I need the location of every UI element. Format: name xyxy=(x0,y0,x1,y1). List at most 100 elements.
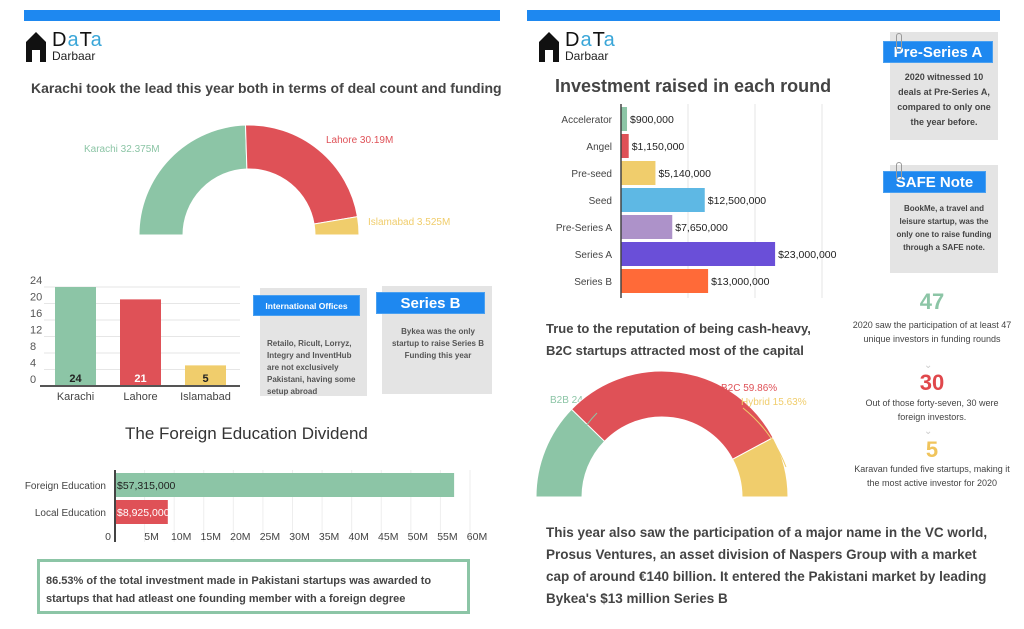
slice-label: Lahore 30.19M xyxy=(326,135,393,146)
stat-text: Karavan funded five startups, making it … xyxy=(854,464,1010,488)
chevron-down-icon: ⌄ xyxy=(924,426,933,437)
house-icon xyxy=(26,32,46,62)
bar-value-label: $12,500,000 xyxy=(708,195,767,207)
x-tick-label: 0 xyxy=(105,531,111,543)
bar-value-label: $23,000,000 xyxy=(778,249,837,261)
x-tick-label: 45M xyxy=(378,531,398,543)
y-tick-label: Seed xyxy=(589,196,612,207)
bar-lahore xyxy=(120,299,161,386)
seriesb-text: Bykea was the only startup to raise Seri… xyxy=(391,327,485,360)
education-title: The Foreign Education Dividend xyxy=(125,424,368,443)
y-tick-label: 12 xyxy=(30,325,42,337)
stat-number: 47 xyxy=(919,289,945,314)
city-title: Karachi took the lead this year both in … xyxy=(31,80,502,96)
x-tick-label: 35M xyxy=(319,531,339,543)
y-tick-label: 8 xyxy=(30,341,36,353)
y-tick-label: 4 xyxy=(30,358,36,370)
bar-series-a xyxy=(621,242,776,266)
x-tick-label: 60M xyxy=(467,531,487,543)
donut-slice-b2c xyxy=(570,370,774,460)
bar-pre-seed xyxy=(621,161,656,185)
seriesb-tag: Series B xyxy=(376,292,485,314)
y-tick-label: Accelerator xyxy=(561,115,612,126)
paperclip-icon xyxy=(896,162,902,180)
offices-text: Retailo, Ricult, Lorryz, Integry and Inv… xyxy=(267,339,356,396)
stat-text: 2020 saw the participation of at least 4… xyxy=(852,320,1012,344)
bar-value-label: $900,000 xyxy=(630,114,674,126)
offices-tag: International Offices xyxy=(253,295,360,316)
bar-local-education xyxy=(115,500,168,524)
y-tick-label: Local Education xyxy=(35,508,106,519)
chevron-down-icon: ⌄ xyxy=(924,360,933,371)
stat-number: 30 xyxy=(919,370,945,395)
bar-seed xyxy=(621,188,705,212)
education-callout: 86.53% of the total investment made in P… xyxy=(37,559,470,614)
slice-label: Karachi 32.375M xyxy=(84,144,160,155)
logo-text-top: DaTa xyxy=(52,29,103,51)
x-tick-label: 15M xyxy=(201,531,221,543)
bar-value-label: $1,150,000 xyxy=(632,141,685,153)
bracket-hybrid xyxy=(742,407,787,468)
bar-value-label: $7,650,000 xyxy=(675,222,728,234)
x-tick-label: 20M xyxy=(230,531,250,543)
logo-text-bottom: Darbaar xyxy=(565,49,609,63)
x-tick-label: 40M xyxy=(348,531,368,543)
b2c-title: True to the reputation of being cash-hea… xyxy=(546,321,811,358)
bar-pre-series-a xyxy=(621,215,673,239)
x-tick-label: 55M xyxy=(437,531,457,543)
logo-text-top: DaTa xyxy=(565,29,616,51)
bar-value-label: $5,140,000 xyxy=(658,168,711,180)
y-tick-label: Series A xyxy=(575,250,613,261)
y-tick-label: Foreign Education xyxy=(25,481,106,492)
bar-value-label: $57,315,000 xyxy=(117,480,176,492)
bar-value-label: $13,000,000 xyxy=(711,276,770,288)
bar-accelerator xyxy=(621,107,628,131)
x-tick-label: Lahore xyxy=(123,391,157,403)
x-tick-label: 10M xyxy=(171,531,191,543)
donut-slice-islamabad xyxy=(313,216,360,236)
bar-value-label: $8,925,000 xyxy=(117,507,170,519)
bracket-b2b xyxy=(569,412,598,464)
x-tick-label: 30M xyxy=(289,531,309,543)
bar-foreign-education xyxy=(115,473,455,497)
rounds-title: Investment raised in each round xyxy=(555,76,832,96)
y-tick-label: Pre-Series A xyxy=(556,223,612,234)
x-tick-label: Karachi xyxy=(57,391,94,403)
logo-text-bottom: Darbaar xyxy=(52,49,96,63)
house-icon xyxy=(539,32,559,62)
slice-label: Islamabad 3.525M xyxy=(368,217,450,228)
y-tick-label: 0 xyxy=(30,374,36,386)
preseries-tag: Pre-Series A xyxy=(883,41,993,63)
bar-karachi xyxy=(55,287,96,386)
preseries-text: 2020 witnessed 10 deals at Pre-Series A,… xyxy=(897,72,991,127)
bar-value-label: 24 xyxy=(69,373,82,385)
slice-label: B2C 59.86% xyxy=(721,383,777,394)
x-tick-label: 50M xyxy=(408,531,428,543)
safe-text: BookMe, a travel and leisure startup, wa… xyxy=(896,204,992,252)
y-tick-label: Series B xyxy=(574,277,612,288)
bar-islamabad xyxy=(185,365,226,386)
bar-value-label: 21 xyxy=(134,373,146,385)
safe-tag: SAFE Note xyxy=(883,171,986,193)
logo: DaTa Darbaar xyxy=(537,30,616,62)
y-tick-label: 24 xyxy=(30,275,42,287)
x-tick-label: 25M xyxy=(260,531,280,543)
stat-number: 5 xyxy=(925,437,939,462)
bar-angel xyxy=(621,134,629,158)
top-bar-right xyxy=(527,10,1000,21)
top-bar-left xyxy=(24,10,500,21)
y-tick-label: 16 xyxy=(30,308,42,320)
bar-series-b xyxy=(621,269,709,293)
x-tick-label: Islamabad xyxy=(180,391,231,403)
prosus-text: This year also saw the participation of … xyxy=(546,525,988,606)
y-tick-label: Angel xyxy=(586,142,612,153)
slice-label: Hybrid 15.63% xyxy=(741,397,807,408)
callout-text: 86.53% of the total investment made in P… xyxy=(46,575,432,605)
slice-label: B2B 24.51% xyxy=(550,395,606,406)
bar-value-label: 5 xyxy=(202,373,208,385)
y-tick-label: Pre-seed xyxy=(571,169,612,180)
donut-slice-karachi xyxy=(138,124,248,236)
donut-slice-lahore xyxy=(244,124,359,225)
x-tick-label: 5M xyxy=(144,531,159,543)
